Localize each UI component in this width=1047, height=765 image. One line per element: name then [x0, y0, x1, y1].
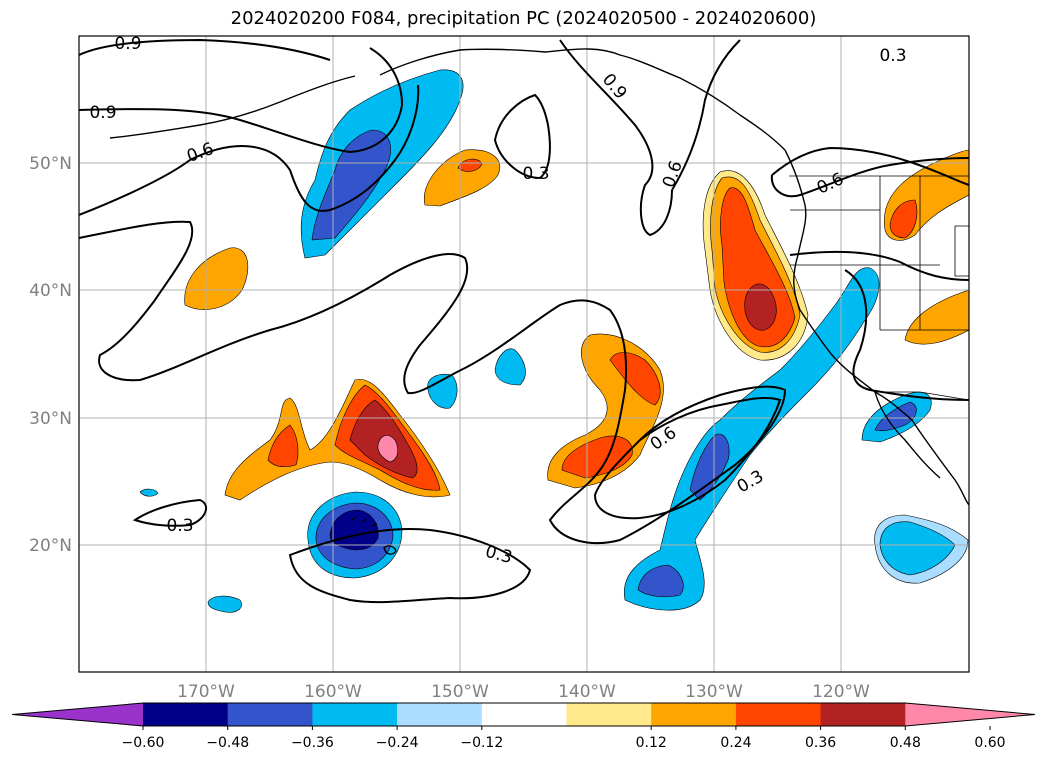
- contour-label: 0.3: [166, 516, 193, 536]
- contour-06-east: [593, 396, 782, 520]
- coastlines: [109, 48, 969, 555]
- colorbar-tick-label: −0.48: [206, 735, 249, 751]
- lon-label-170w: 170°W: [177, 682, 235, 702]
- aleutian-chain: [109, 75, 356, 139]
- contour-09-west: [79, 47, 404, 154]
- contour-03-west-loop: [79, 220, 787, 544]
- contour-label: 0.3: [879, 46, 906, 66]
- contour-09-north: [559, 39, 673, 237]
- contour-label: 0.9: [114, 34, 141, 54]
- colorbar-swatch: [735, 703, 822, 726]
- neg-region-small-c: [207, 595, 242, 613]
- map-area: 0.9 0.9 0.6 0.9 0.6 0.3 0.3 0.6 0.6 0.3 …: [79, 34, 969, 672]
- neg-region-small-a: [427, 373, 458, 409]
- lon-label-130w: 130°W: [685, 682, 743, 702]
- lon-label-140w: 140°W: [558, 682, 616, 702]
- colorbar-swatch: [312, 703, 398, 726]
- lon-label-150w: 150°W: [431, 682, 489, 702]
- contour-lines: [79, 38, 969, 604]
- neg-region-small-b: [494, 348, 526, 386]
- neg-region-small-d: [139, 488, 159, 497]
- contour-label: 0.9: [89, 103, 116, 123]
- colorbar-swatch: [820, 703, 906, 726]
- lat-label-30n: 30°N: [29, 409, 72, 429]
- pos-region-a-core: [457, 158, 483, 172]
- contour-03-sw: [132, 498, 208, 527]
- colorbar-tick-label: −0.60: [122, 735, 165, 751]
- baja-coast: [874, 391, 941, 479]
- neg-region-band-core2: [689, 433, 730, 501]
- contour-06-ne: [771, 146, 969, 186]
- neg-region-gulf-core: [874, 401, 917, 432]
- graticule: [79, 36, 969, 672]
- lat-label-50n: 50°N: [29, 154, 72, 174]
- contour-06-north: [671, 39, 741, 191]
- borders: [789, 175, 969, 401]
- colorbar-tick-label: 0.48: [890, 735, 921, 751]
- pos-region-e: [904, 289, 969, 345]
- contour-sw-us: [844, 269, 969, 401]
- contour-03-north: [493, 93, 551, 180]
- contour-03-east: [789, 250, 969, 281]
- contour-06-west: [79, 84, 420, 216]
- figure-title: 2024020200 F084, precipitation PC (20240…: [230, 8, 817, 29]
- colorbar-tick-label: 0.60: [974, 735, 1005, 751]
- colorbar: −0.60 −0.48 −0.36 −0.24 −0.12 0.12 0.24 0.36 0.4…: [11, 702, 1036, 751]
- na-west-coast: [784, 149, 969, 506]
- colorbar-swatch: [566, 703, 652, 726]
- colorbar-swatch: [397, 703, 483, 726]
- colorbar-swatch: [651, 703, 737, 726]
- latitude-axis: 50°N 40°N 30°N 20°N: [29, 154, 72, 556]
- colorbar-extend-high: [905, 703, 1035, 726]
- contour-03-nw-ca: [770, 157, 969, 198]
- colorbar-extend-low: [12, 703, 143, 726]
- lon-label-160w: 160°W: [304, 682, 362, 702]
- pos-region-b: [184, 247, 249, 310]
- lon-label-120w: 120°W: [812, 682, 870, 702]
- contour-09-northwest: [79, 38, 331, 61]
- colorbar-tick-label: −0.24: [376, 735, 419, 751]
- neg-region-band-core: [637, 564, 684, 598]
- colorbar-tick-label: 0.36: [805, 735, 836, 751]
- pos-region-central-high: [267, 424, 299, 468]
- lat-label-20n: 20°N: [29, 536, 72, 556]
- colorbar-tick-label: −0.12: [460, 735, 503, 751]
- colorbar-tick-label: 0.12: [636, 735, 667, 751]
- colorbar-tick-label: −0.36: [291, 735, 334, 751]
- state-borders: [790, 176, 969, 331]
- colorbar-swatch: [227, 703, 313, 726]
- longitude-axis: 170°W 160°W 150°W 140°W 130°W 120°W: [177, 682, 870, 702]
- neg-region-north-core: [311, 129, 391, 241]
- contour-label: 0.3: [522, 164, 549, 184]
- contour-03-south: [288, 528, 532, 604]
- pos-region-coast-peak: [744, 283, 777, 331]
- pos-region-central-max: [377, 435, 399, 463]
- map-frame: [78, 35, 970, 673]
- neg-region-band: [623, 267, 880, 611]
- colorbar-tick-label: 0.24: [720, 735, 751, 751]
- lat-label-40n: 40°N: [29, 281, 72, 301]
- colorbar-swatch: [143, 703, 229, 726]
- hawaii-islands: [351, 516, 397, 555]
- colorbar-swatch: [481, 703, 567, 726]
- alaska-coast: [379, 48, 786, 151]
- us-mexico-border: [875, 391, 969, 401]
- pos-region-ne-high: [889, 199, 918, 239]
